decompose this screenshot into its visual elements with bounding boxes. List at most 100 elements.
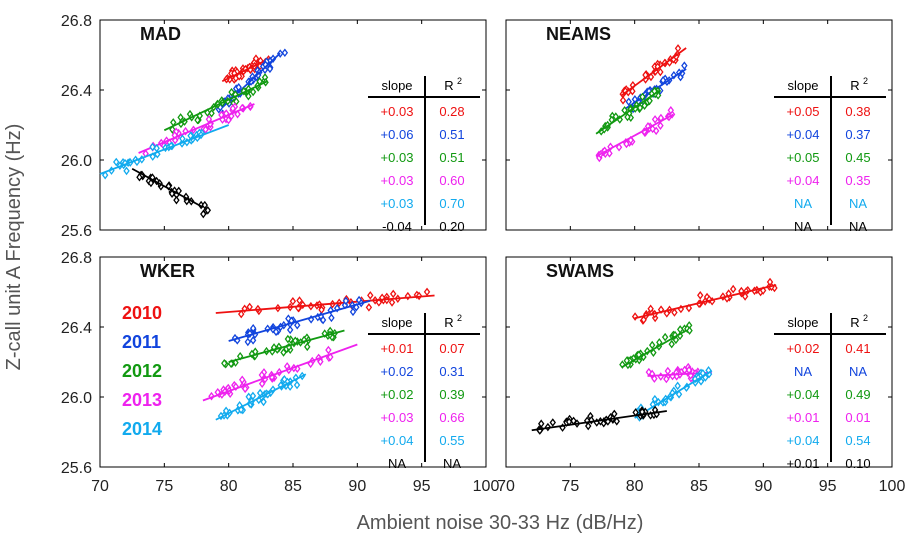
x-tick-label: 75 xyxy=(561,478,579,495)
data-point xyxy=(759,286,767,295)
stat-r2: 0.28 xyxy=(439,104,464,119)
data-point xyxy=(202,125,209,134)
data-point xyxy=(292,373,300,383)
table-header-r2: R xyxy=(444,78,453,93)
data-point xyxy=(342,296,350,306)
stat-r2: 0.01 xyxy=(845,410,870,425)
stat-r2: 0.35 xyxy=(845,173,870,188)
x-tick-label: 90 xyxy=(754,478,772,495)
data-point xyxy=(549,418,556,427)
panel-title: NEAMS xyxy=(546,24,611,44)
stat-slope: +0.02 xyxy=(381,387,414,402)
stat-r2: 0.39 xyxy=(439,387,464,402)
fit-line xyxy=(138,103,255,154)
data-point xyxy=(585,421,592,431)
data-point xyxy=(242,64,249,74)
legend-entry-2013: 2013 xyxy=(122,390,162,410)
x-tick-label: 75 xyxy=(155,478,173,495)
fit-line xyxy=(228,329,345,363)
data-point xyxy=(281,48,289,58)
x-tick-label: 80 xyxy=(626,478,644,495)
table-header-slope: slope xyxy=(381,315,412,330)
x-tick-label: 95 xyxy=(413,478,431,495)
stat-slope: +0.03 xyxy=(381,150,414,165)
stat-r2: 0.45 xyxy=(845,150,870,165)
data-point xyxy=(272,327,280,337)
data-point xyxy=(651,115,659,124)
data-point xyxy=(245,91,252,101)
data-point xyxy=(232,358,239,367)
data-point xyxy=(249,87,257,97)
stat-slope: +0.04 xyxy=(787,387,820,402)
stat-slope: +0.04 xyxy=(787,173,820,188)
data-point xyxy=(296,296,303,305)
stat-r2: NA xyxy=(849,364,867,379)
legend-entry-2011: 2011 xyxy=(122,332,161,352)
series-2010 xyxy=(221,54,272,84)
data-point xyxy=(299,300,306,310)
data-point xyxy=(221,359,228,368)
x-tick-label: 100 xyxy=(473,478,500,495)
data-point xyxy=(672,335,680,345)
data-point xyxy=(389,289,397,299)
x-tick-label: 85 xyxy=(690,478,708,495)
stat-slope: +0.05 xyxy=(787,150,820,165)
panel-frame xyxy=(505,256,893,468)
table-header-r2: R xyxy=(850,78,859,93)
y-tick-label: 26.0 xyxy=(61,390,92,407)
fit-line xyxy=(215,373,307,421)
stat-r2: 0.55 xyxy=(439,433,464,448)
data-point xyxy=(249,336,257,345)
legend-entry-2012: 2012 xyxy=(122,361,162,381)
stat-slope: +0.03 xyxy=(381,196,414,211)
fit-line xyxy=(221,57,271,83)
data-point xyxy=(623,139,630,149)
data-point xyxy=(225,115,232,125)
data-point xyxy=(349,307,357,317)
stat-r2: 0.20 xyxy=(439,219,464,234)
data-point xyxy=(423,287,431,297)
table-header-slope: slope xyxy=(787,315,818,330)
fit-line xyxy=(531,410,667,432)
data-point xyxy=(641,101,648,110)
data-point xyxy=(293,380,301,390)
table-header-r2-superscript: 2 xyxy=(863,76,868,86)
y-tick-label: 26.8 xyxy=(61,250,92,267)
data-point xyxy=(675,390,683,399)
data-point xyxy=(686,326,693,335)
table-header-slope: slope xyxy=(381,78,412,93)
data-point xyxy=(650,348,657,357)
data-point xyxy=(729,284,737,294)
data-point xyxy=(260,397,267,407)
panel-frame xyxy=(505,19,893,231)
data-point xyxy=(238,375,246,385)
data-point xyxy=(619,96,627,105)
table-header-r2: R xyxy=(444,315,453,330)
data-point xyxy=(270,343,278,352)
data-point xyxy=(266,64,274,74)
data-point xyxy=(228,87,235,97)
data-point xyxy=(674,381,681,391)
stats-table: slope R 2 +0.02 0.41 NA NA +0.04 0.49 +0.01 0.01 +0… xyxy=(774,313,886,471)
data-point xyxy=(671,308,678,317)
stat-slope: +0.01 xyxy=(787,410,820,425)
stat-r2: 0.41 xyxy=(845,341,870,356)
y-tick-label: 26.4 xyxy=(61,83,92,100)
data-point xyxy=(697,291,704,300)
x-tick-label: 95 xyxy=(819,478,837,495)
data-point xyxy=(284,334,292,344)
panel-mad: 25.6 26.0 26.4 26.8 MAD slope R 2 +0.03 0.28 +0.06… xyxy=(61,13,487,240)
stat-slope: +0.03 xyxy=(381,173,414,188)
data-point xyxy=(651,374,658,383)
fit-line xyxy=(595,113,674,158)
data-point xyxy=(136,172,143,182)
y-tick-label: 25.6 xyxy=(61,223,92,240)
data-point xyxy=(113,157,120,167)
series-2015 xyxy=(531,405,667,435)
stat-r2: 0.70 xyxy=(439,196,464,211)
series-2012 xyxy=(595,86,662,136)
data-point xyxy=(101,170,109,180)
stat-slope: NA xyxy=(794,364,812,379)
data-point xyxy=(667,105,675,115)
panel-title: SWAMS xyxy=(546,261,614,281)
